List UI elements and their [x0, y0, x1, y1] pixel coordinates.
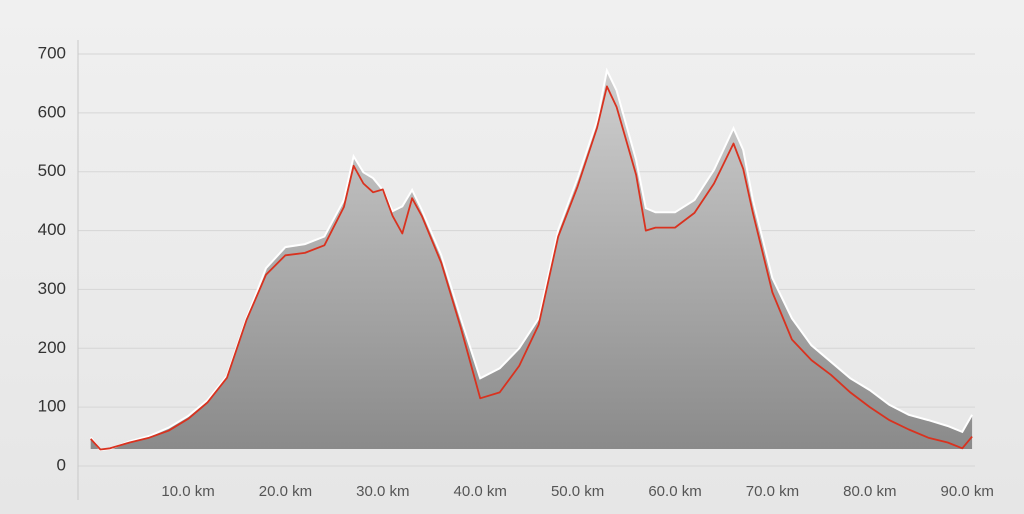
y-tick-label: 600 [38, 102, 66, 121]
x-tick-label: 90.0 km [941, 483, 994, 500]
y-tick-label: 400 [38, 220, 66, 239]
x-tick-label: 30.0 km [356, 483, 409, 500]
elevation-area [90, 70, 973, 451]
y-tick-label: 100 [38, 397, 66, 416]
y-tick-label: 700 [38, 43, 66, 62]
x-tick-label: 50.0 km [551, 483, 604, 500]
x-tick-label: 40.0 km [454, 483, 507, 500]
y-tick-label: 0 [57, 455, 66, 474]
x-tick-label: 10.0 km [161, 483, 214, 500]
x-tick-label: 70.0 km [746, 483, 799, 500]
y-tick-label: 300 [38, 279, 66, 298]
plot [89, 67, 973, 452]
y-tick-label: 500 [38, 161, 66, 180]
x-tick-label: 20.0 km [259, 483, 312, 500]
profile-line [90, 85, 973, 451]
y-tick-label: 200 [38, 338, 66, 357]
x-tick-label: 80.0 km [843, 483, 896, 500]
x-tick-label: 60.0 km [648, 483, 701, 500]
